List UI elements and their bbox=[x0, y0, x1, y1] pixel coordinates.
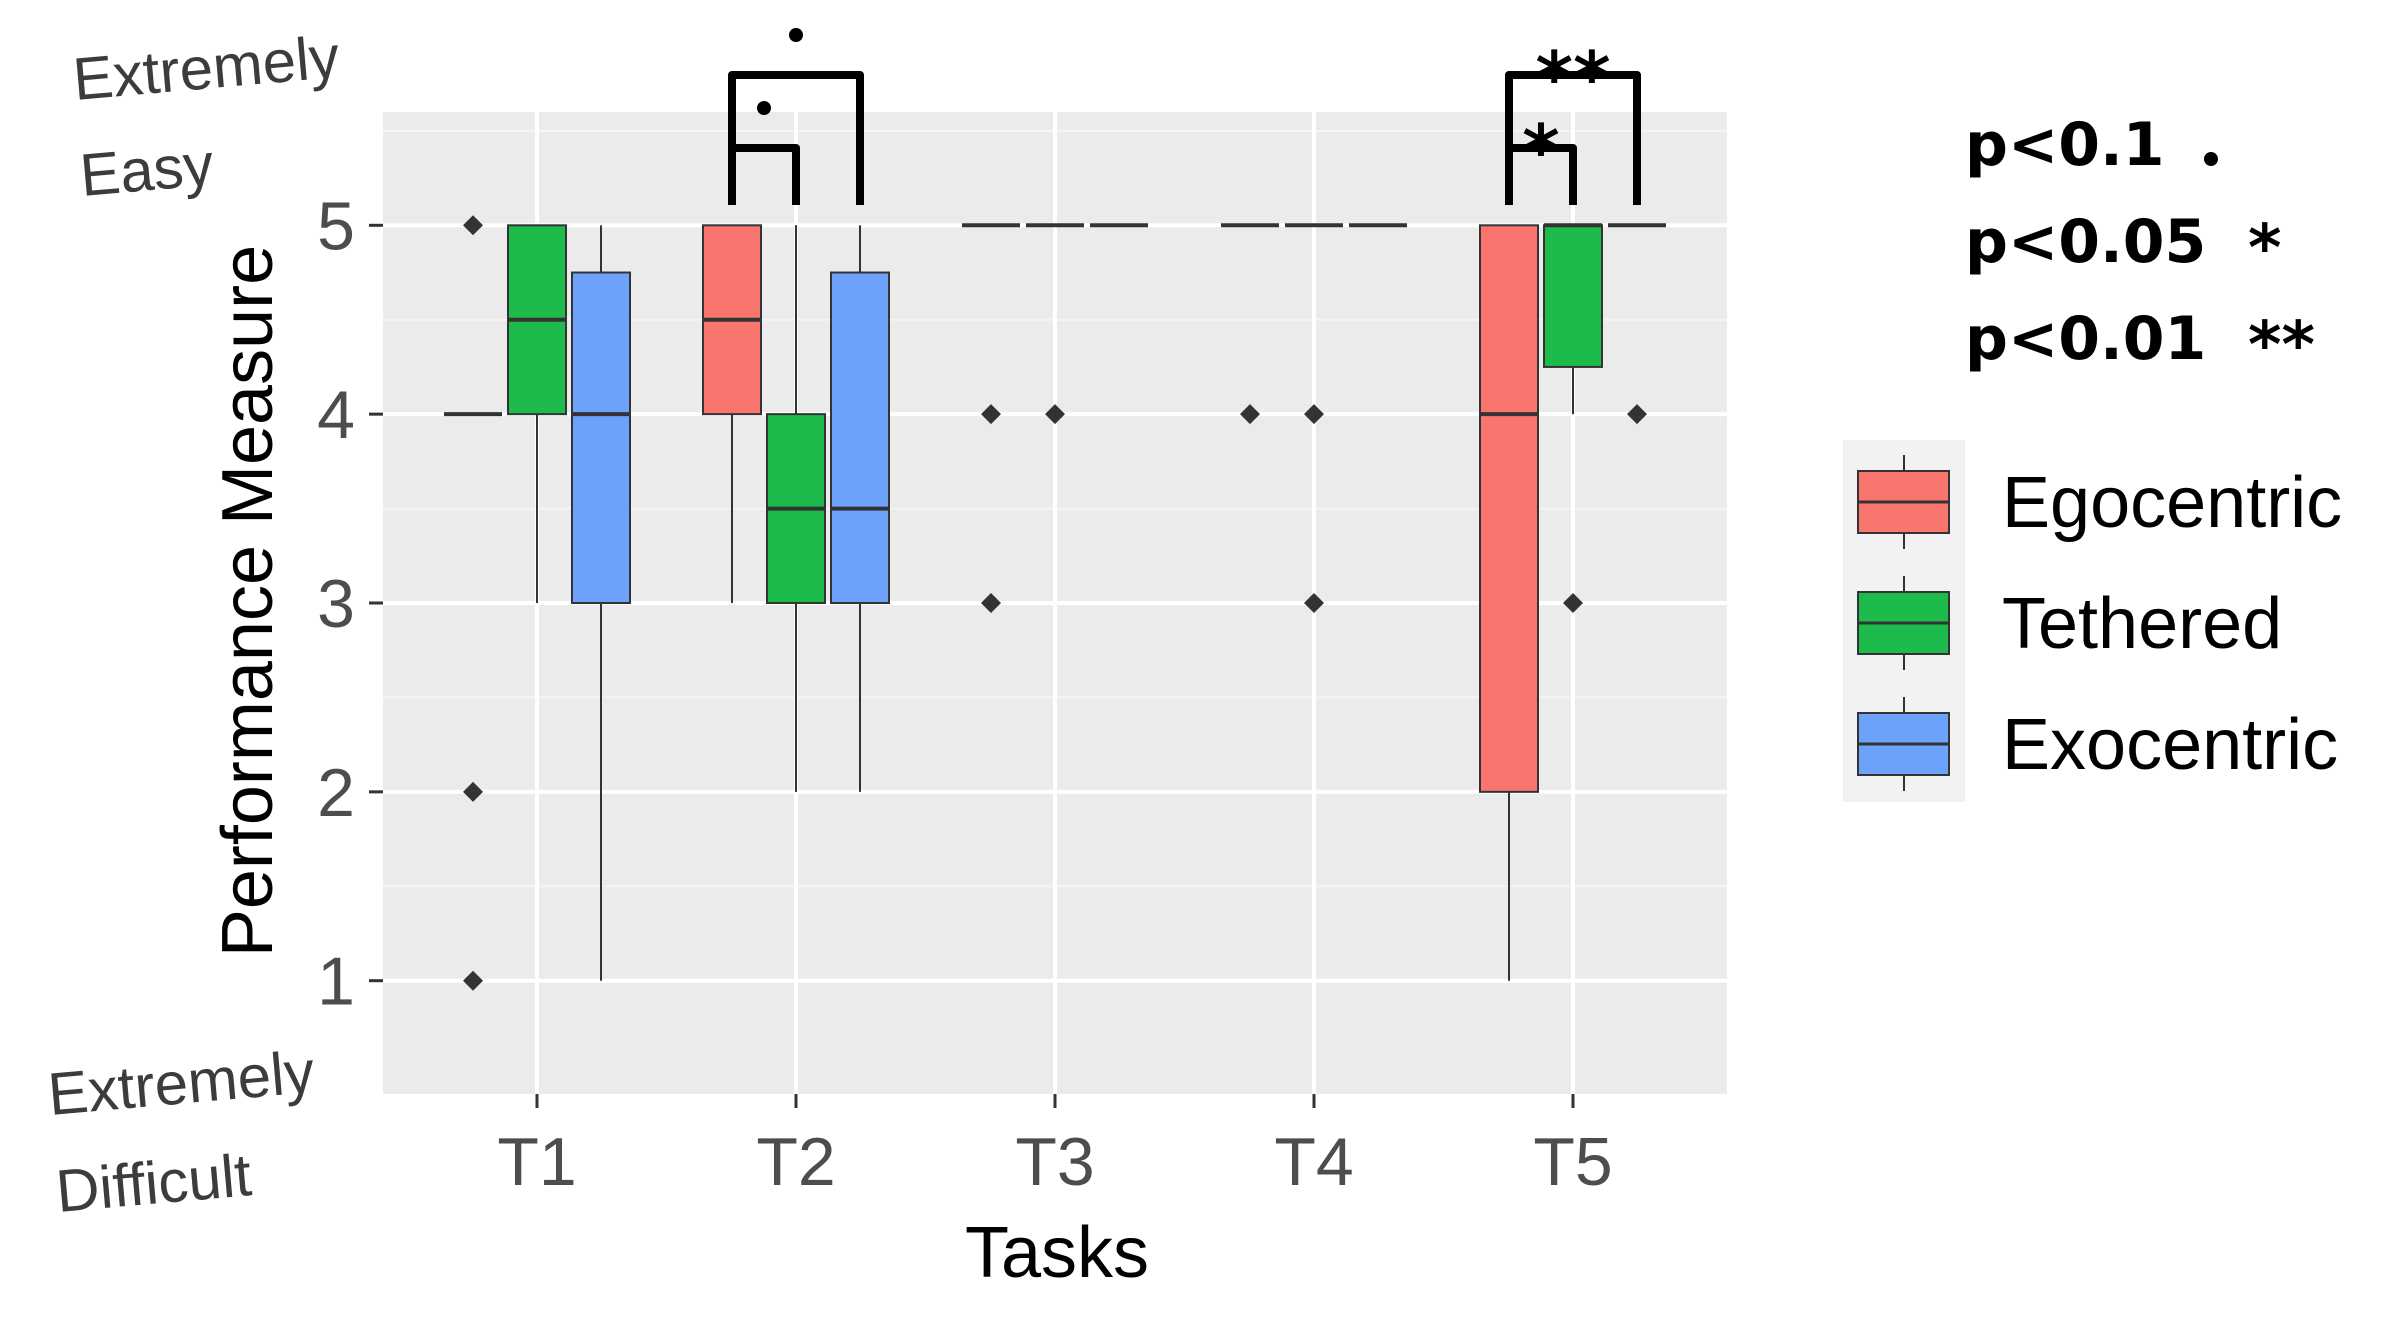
bracket-line bbox=[1505, 71, 1641, 205]
outlier-point bbox=[463, 970, 483, 991]
outlier-point bbox=[463, 781, 483, 802]
significance-bracket-t5-inner: * bbox=[1505, 109, 1577, 205]
x-axis-title: Tasks bbox=[965, 1213, 1149, 1293]
y-anchor-bottom-line-2: Difficult bbox=[53, 1141, 254, 1225]
y-anchor-bottom-line-1: Extremely bbox=[45, 1038, 317, 1128]
legend-label: Exocentric bbox=[2002, 705, 2338, 785]
legend-label: Egocentric bbox=[2002, 463, 2342, 543]
p-value-key-symbol: * bbox=[2248, 212, 2281, 286]
y-anchor-top-line-1: Extremely bbox=[70, 23, 342, 113]
p-value-key-symbol bbox=[2204, 152, 2218, 166]
outlier-point bbox=[1240, 404, 1260, 425]
box-tethered-t2 bbox=[766, 225, 826, 792]
y-axis-title: Performance Measure bbox=[208, 245, 288, 957]
box-exocentric-t5 bbox=[1608, 223, 1666, 425]
iqr-box bbox=[571, 271, 631, 604]
x-tick-label: T4 bbox=[1274, 1124, 1353, 1200]
box-egocentric-t1 bbox=[444, 215, 502, 991]
y-tick-label: 1 bbox=[317, 944, 355, 1020]
x-tick-label: T1 bbox=[497, 1124, 576, 1200]
outlier-point bbox=[1627, 404, 1647, 425]
significance-label bbox=[757, 101, 771, 115]
box-egocentric-t4 bbox=[1221, 223, 1279, 425]
significance-bracket-t2-inner bbox=[728, 101, 800, 205]
outlier-point bbox=[1045, 404, 1065, 425]
iqr-box bbox=[1543, 224, 1603, 368]
box-tethered-t3 bbox=[1026, 223, 1084, 425]
iqr-box bbox=[1479, 224, 1539, 793]
bracket-line bbox=[728, 144, 800, 205]
iqr-box bbox=[830, 271, 890, 604]
bracket-line bbox=[1505, 144, 1577, 205]
y-tick-label: 3 bbox=[317, 566, 355, 642]
y-tick-label: 5 bbox=[317, 188, 355, 264]
bracket-line bbox=[728, 71, 864, 205]
outlier-point bbox=[1563, 593, 1583, 613]
y-tick-label: 4 bbox=[317, 377, 355, 453]
outlier-point bbox=[981, 593, 1001, 613]
p-value-key-label: p<0.05 bbox=[1965, 207, 2206, 277]
y-anchor-top-line-2: Easy bbox=[77, 131, 216, 209]
box-tethered-t4 bbox=[1285, 223, 1343, 613]
legend-item-tethered: Tethered bbox=[1857, 576, 2282, 670]
outlier-point bbox=[1304, 404, 1324, 425]
outlier-point bbox=[1304, 593, 1324, 613]
y-tick-label: 2 bbox=[317, 755, 355, 831]
box-exocentric-t1 bbox=[571, 225, 631, 981]
box-tethered-t1 bbox=[507, 224, 567, 603]
p-value-key-label: p<0.01 bbox=[1965, 304, 2206, 374]
outlier-point bbox=[981, 404, 1001, 425]
significance-label: * bbox=[1522, 109, 1560, 193]
box-egocentric-t5 bbox=[1479, 224, 1539, 981]
outlier-point bbox=[463, 215, 483, 236]
p-value-key-label: p<0.1 bbox=[1965, 110, 2165, 180]
p-value-key-symbol: ** bbox=[2248, 309, 2315, 383]
significance-label bbox=[789, 28, 803, 42]
legend-item-egocentric: Egocentric bbox=[1857, 455, 2342, 549]
box-egocentric-t2 bbox=[702, 224, 762, 603]
x-tick-label: T2 bbox=[756, 1124, 835, 1200]
significance-label: ** bbox=[1535, 36, 1610, 120]
x-tick-label: T5 bbox=[1533, 1124, 1612, 1200]
significance-bracket-t5-outer: ** bbox=[1505, 36, 1641, 205]
box-exocentric-t2 bbox=[830, 225, 890, 792]
box-tethered-t5 bbox=[1543, 223, 1603, 613]
x-tick-label: T3 bbox=[1015, 1124, 1094, 1200]
legend-label: Tethered bbox=[2002, 584, 2282, 664]
box-egocentric-t3 bbox=[962, 223, 1020, 613]
significance-bracket-t2-outer bbox=[728, 28, 864, 205]
legend-item-exocentric: Exocentric bbox=[1857, 697, 2338, 791]
